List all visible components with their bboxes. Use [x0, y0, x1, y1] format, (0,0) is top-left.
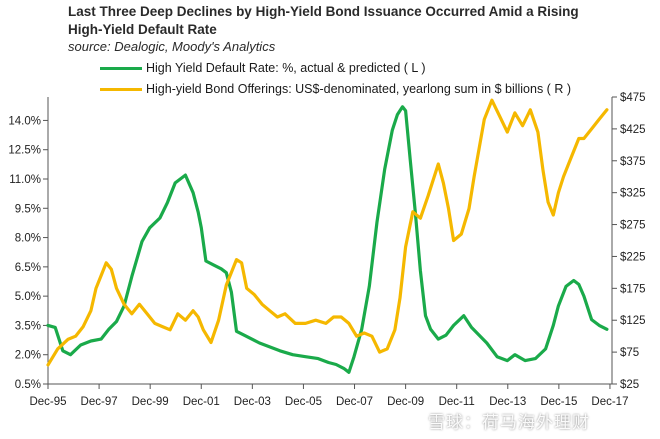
legend-label-bond-offerings: High-yield Bond Offerings: US$-denominat… [146, 82, 571, 96]
x-axis-tick-label: Dec-17 [591, 396, 628, 408]
chart-title-line2: High-Yield Default Rate [68, 22, 217, 37]
right-axis-tick-label: $275 [620, 220, 646, 232]
left-axis-tick-label: 14.0% [8, 115, 41, 127]
right-axis-tick-label: $425 [620, 124, 646, 136]
left-axis-tick-label: 8.0% [15, 233, 41, 245]
right-axis-tick-label: $375 [620, 156, 646, 168]
right-axis-tick-label: $325 [620, 188, 646, 200]
watermark: 雪球：荷马海外理财 [428, 413, 590, 432]
legend-swatch-bond-offerings [100, 87, 142, 91]
right-axis-tick-label: $125 [620, 315, 646, 327]
chart-title-line1: Last Three Deep Declines by High-Yield B… [68, 4, 579, 19]
right-axis-tick-label: $25 [620, 379, 639, 391]
chart-source: source: Dealogic, Moody's Analytics [68, 39, 276, 54]
x-axis-tick-label: Dec-99 [132, 396, 169, 408]
series-line-default-rate [46, 105, 609, 374]
x-axis-tick-label: Dec-05 [285, 396, 322, 408]
legend-label-default-rate: High Yield Default Rate: %, actual & pre… [146, 61, 426, 75]
left-axis-tick-label: 2.0% [15, 350, 41, 362]
right-axis-tick-label: $75 [620, 347, 639, 359]
series-line-bond-offerings [46, 98, 609, 367]
left-axis-tick-label: 6.5% [15, 262, 41, 274]
legend-swatch-default-rate [100, 66, 142, 70]
right-axis-tick-label: $475 [620, 92, 646, 104]
x-axis-tick-label: Dec-95 [29, 396, 66, 408]
right-axis-tick-label: $175 [620, 283, 646, 295]
x-axis-tick-label: Dec-03 [234, 396, 271, 408]
x-axis-tick-label: Dec-15 [540, 396, 577, 408]
legend-entry-default-rate: High Yield Default Rate: %, actual & pre… [100, 59, 426, 77]
left-axis-tick-label: 12.5% [8, 145, 41, 157]
x-axis-tick-label: Dec-07 [336, 396, 373, 408]
left-axis-tick-label: 11.0% [9, 174, 41, 186]
x-axis-tick-label: Dec-01 [183, 396, 220, 408]
x-axis-tick-label: Dec-97 [81, 396, 118, 408]
x-axis-tick-label: Dec-13 [489, 396, 526, 408]
x-axis-tick-label: Dec-09 [387, 396, 424, 408]
right-axis-tick-label: $225 [620, 251, 646, 263]
left-axis-tick-label: 0.5% [15, 379, 41, 391]
legend-entry-bond-offerings: High-yield Bond Offerings: US$-denominat… [100, 80, 571, 98]
left-axis-tick-label: 3.5% [15, 320, 41, 332]
x-axis-tick-label: Dec-11 [439, 396, 475, 408]
left-axis-tick-label: 5.0% [15, 291, 41, 303]
left-axis-tick-label: 9.5% [15, 203, 41, 215]
